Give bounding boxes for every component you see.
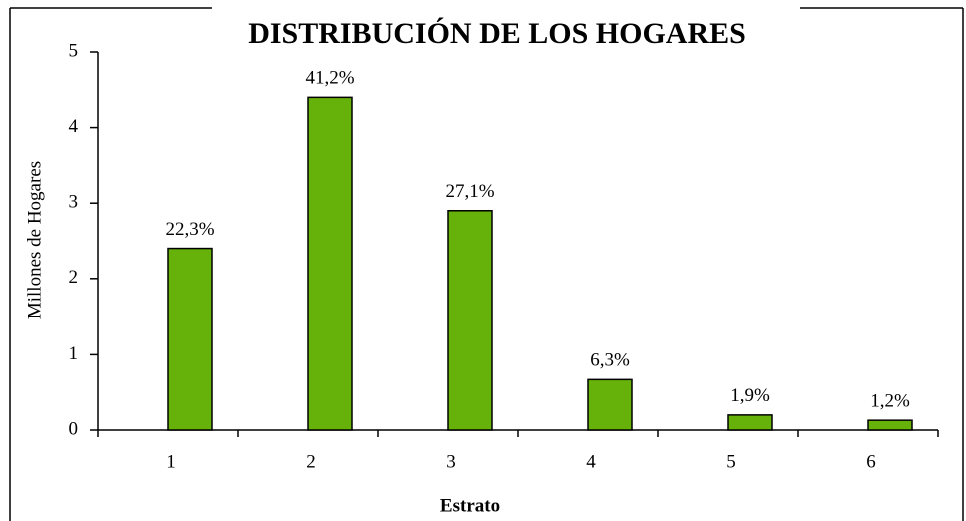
x-axis-label: Estrato	[440, 495, 500, 516]
data-label: 41,2%	[305, 68, 354, 89]
x-tick-label: 2	[306, 451, 316, 472]
data-label: 22,3%	[165, 219, 214, 240]
bar	[307, 96, 353, 431]
bar	[587, 378, 633, 431]
x-tick-label: 1	[166, 451, 176, 472]
y-tick-label: 2	[69, 267, 79, 288]
x-tick-label: 3	[446, 451, 456, 472]
bar	[727, 414, 773, 431]
chart-title: DISTRIBUCIÓN DE LOS HOGARES	[248, 17, 746, 50]
y-axis-label: Millones de Hogares	[24, 161, 45, 319]
y-tick-label: 1	[69, 343, 79, 364]
bar	[167, 247, 213, 431]
data-label: 27,1%	[445, 181, 494, 202]
x-tick-label: 6	[866, 451, 876, 472]
data-label: 6,3%	[590, 350, 630, 371]
bar	[867, 419, 913, 431]
data-label: 1,2%	[870, 391, 910, 412]
x-tick-label: 4	[586, 451, 596, 472]
x-tick-label: 5	[726, 451, 736, 472]
y-tick-label: 5	[69, 40, 79, 61]
y-tick-label: 0	[69, 418, 79, 439]
y-tick-label: 3	[69, 192, 79, 213]
y-tick-label: 4	[69, 116, 79, 137]
bar	[447, 210, 493, 431]
data-label: 1,9%	[730, 385, 770, 406]
